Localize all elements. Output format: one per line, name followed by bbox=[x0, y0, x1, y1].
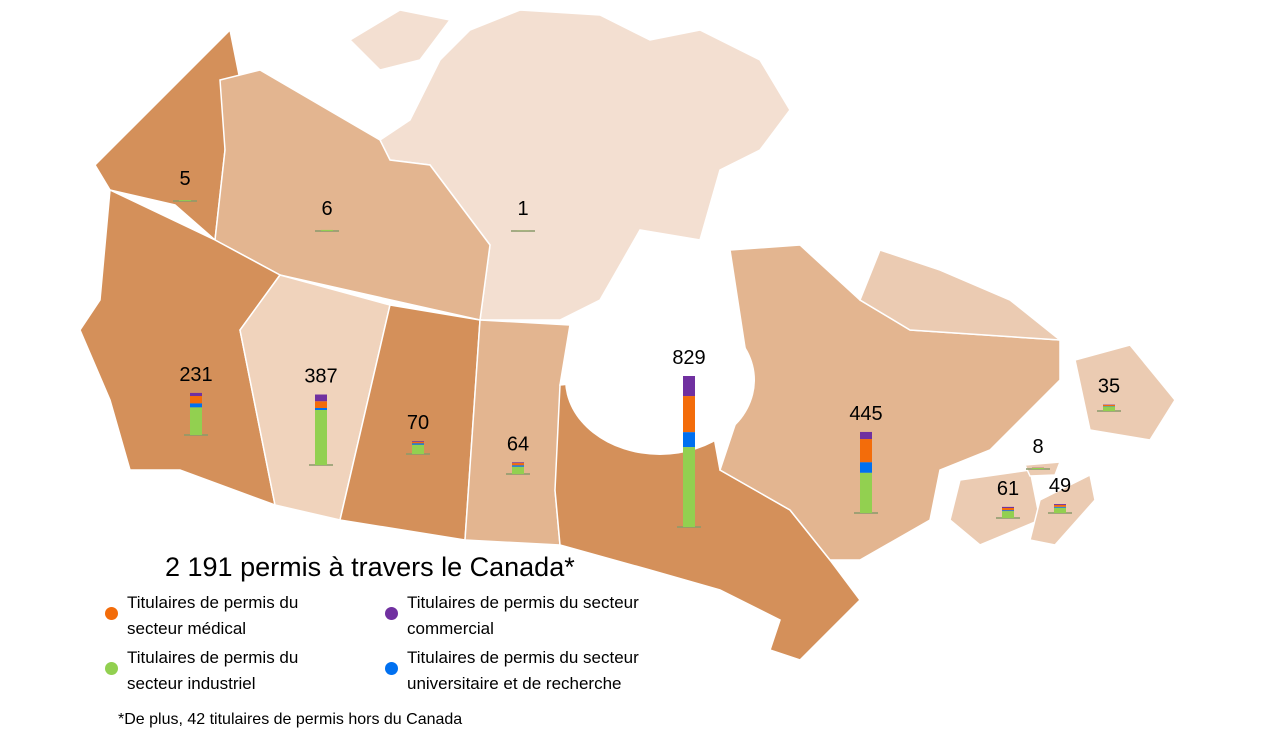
bar-segment bbox=[190, 392, 202, 397]
legend-label: Titulaires de permis du secteur universi… bbox=[407, 648, 639, 693]
bar-segment bbox=[1002, 506, 1014, 508]
nwt bbox=[214, 69, 491, 321]
bar-segment bbox=[1032, 467, 1044, 469]
bar-segment bbox=[683, 447, 695, 527]
bar-segment bbox=[321, 229, 333, 231]
total-label: 231 bbox=[179, 364, 212, 386]
bar-segment bbox=[1002, 510, 1014, 512]
total-label: 35 bbox=[1098, 376, 1120, 398]
total-label: 387 bbox=[304, 366, 337, 388]
bar-segment bbox=[683, 432, 695, 448]
hudson-bay bbox=[565, 305, 755, 455]
arctic-islands bbox=[348, 9, 452, 71]
legend-label: Titulaires de permis du secteur industri… bbox=[127, 648, 299, 693]
legend-marker bbox=[105, 662, 118, 675]
legend-marker bbox=[385, 607, 398, 620]
bar-segment bbox=[512, 463, 524, 466]
bar-segment bbox=[412, 443, 424, 445]
bc bbox=[79, 188, 282, 507]
bar-segment bbox=[412, 441, 424, 442]
legend-marker bbox=[385, 662, 398, 675]
bar-segment bbox=[860, 472, 872, 513]
bar-segment bbox=[315, 394, 327, 402]
provinces bbox=[79, 9, 1176, 661]
bar-segment bbox=[1002, 507, 1014, 511]
bar-segment bbox=[1054, 506, 1066, 508]
total-label: 5 bbox=[179, 168, 190, 190]
legend-marker bbox=[105, 607, 118, 620]
bar-segment bbox=[683, 396, 695, 433]
newfoundland bbox=[1074, 344, 1176, 441]
bar-segment bbox=[683, 376, 695, 397]
bar-segment bbox=[315, 409, 327, 465]
footnote: *De plus, 42 titulaires de permis hors d… bbox=[118, 711, 463, 728]
bar-segment bbox=[860, 462, 872, 473]
bar-segment bbox=[315, 407, 327, 410]
total-label: 445 bbox=[849, 403, 882, 425]
bar-segment bbox=[1054, 507, 1066, 513]
bar-segment bbox=[315, 401, 327, 408]
legend-label: Titulaires de permis du secteur commerci… bbox=[407, 593, 639, 638]
bar-segment bbox=[412, 444, 424, 454]
total-label: 64 bbox=[507, 433, 529, 455]
total-label: 8 bbox=[1032, 436, 1043, 458]
bar-segment bbox=[860, 431, 872, 440]
total-label: 70 bbox=[407, 412, 429, 434]
legend-label: Titulaires de permis du secteur médical bbox=[127, 593, 299, 638]
bar-segment bbox=[412, 441, 424, 444]
bar-segment bbox=[1054, 504, 1066, 505]
total-label: 61 bbox=[997, 478, 1019, 500]
bar-segment bbox=[190, 396, 202, 404]
bar-segment bbox=[190, 407, 202, 435]
bar-segment bbox=[190, 403, 202, 408]
bar-segment bbox=[1002, 511, 1014, 518]
bar-segment bbox=[1103, 404, 1115, 407]
total-label: 49 bbox=[1049, 475, 1071, 497]
title: 2 191 permis à travers le Canada* bbox=[165, 552, 575, 582]
total-label: 1 bbox=[517, 198, 528, 220]
bar-segment bbox=[512, 462, 524, 464]
labrador bbox=[859, 249, 1063, 341]
new-brunswick bbox=[949, 469, 1041, 546]
bar-segment bbox=[179, 200, 191, 201]
bar-segment bbox=[860, 439, 872, 463]
bar-segment bbox=[512, 466, 524, 474]
total-label: 829 bbox=[672, 347, 705, 369]
bar-segment bbox=[512, 465, 524, 467]
total-label: 6 bbox=[321, 198, 332, 220]
bar-segment bbox=[1054, 504, 1066, 507]
bar-segment bbox=[1103, 406, 1115, 411]
